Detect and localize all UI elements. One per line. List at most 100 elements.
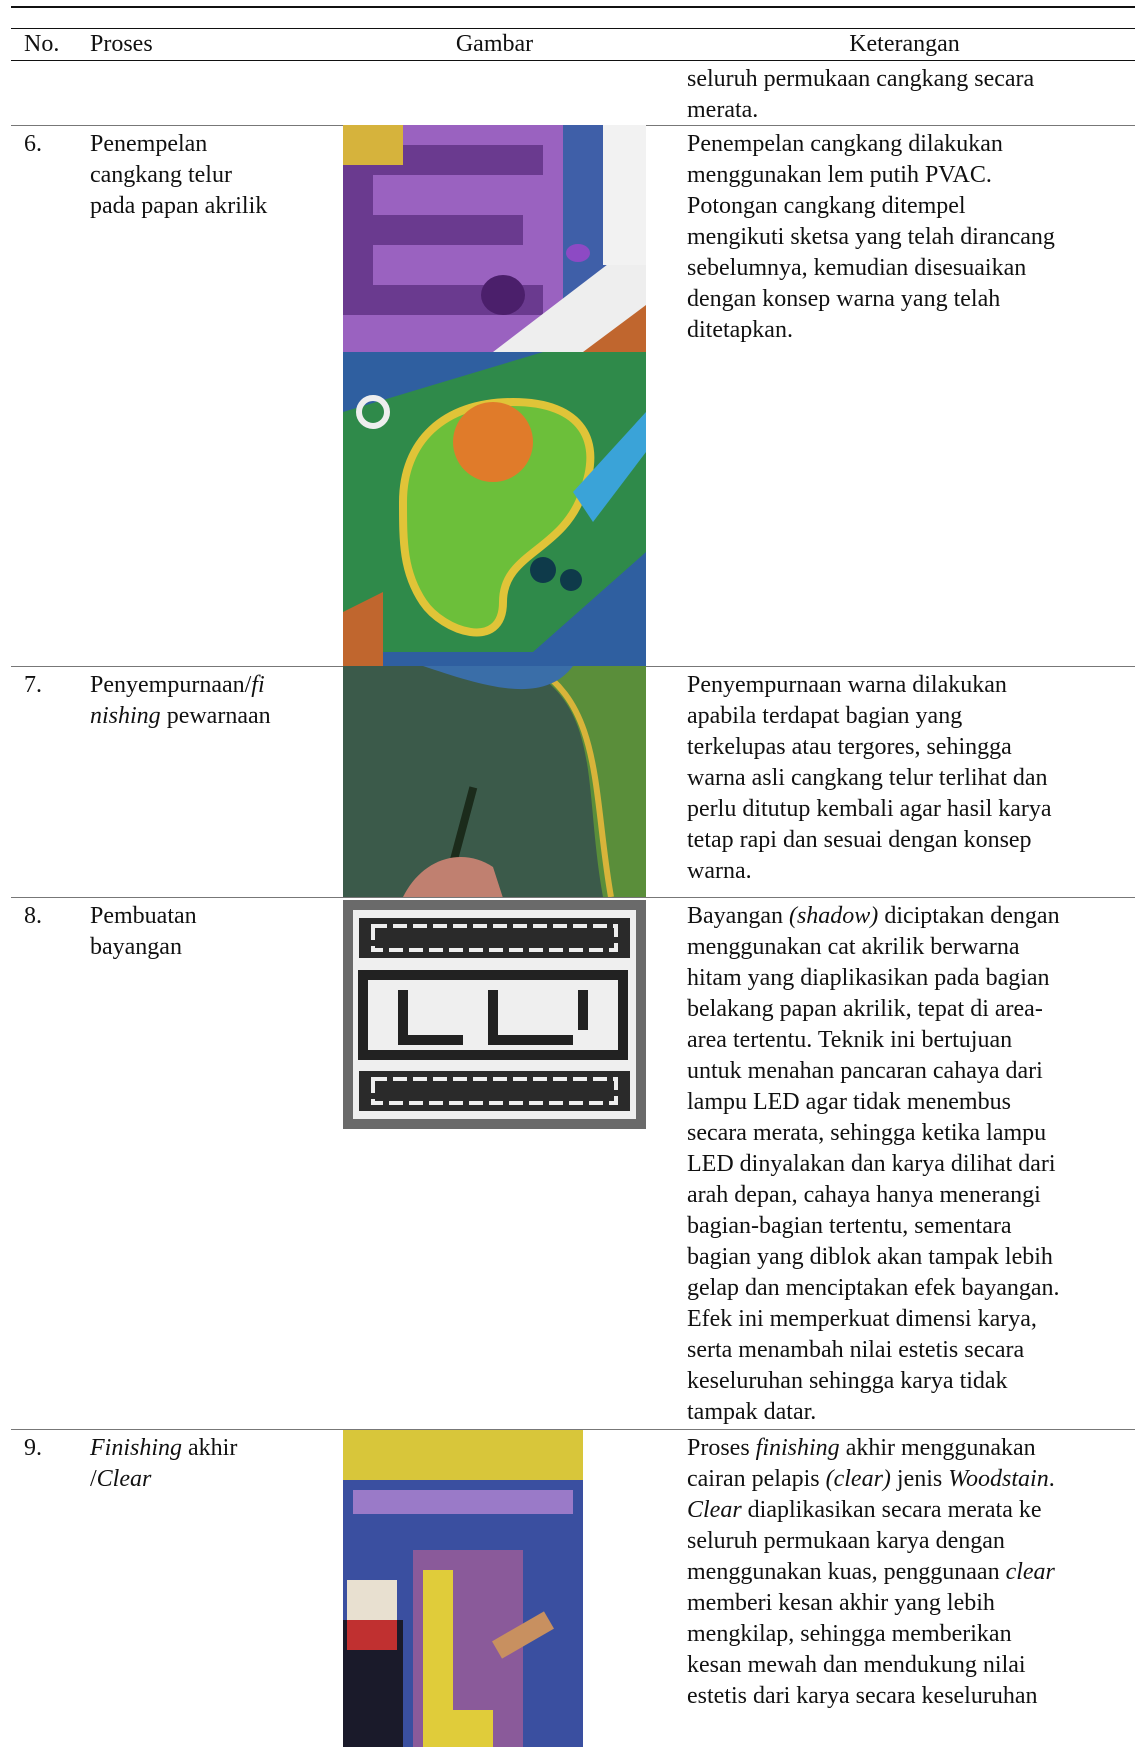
- text-line: seluruh permukaan karya dengan: [687, 1526, 1055, 1557]
- photo: [343, 125, 646, 352]
- italic-run: Clear: [687, 1497, 742, 1523]
- text-line: menggunakan cat akrilik berwarna: [687, 932, 1060, 963]
- text-line: terkelupas atau tergores, sehingga: [687, 732, 1052, 763]
- text-line: Penyempurnaan/fi: [90, 670, 271, 701]
- text-line: Clear diaplikasikan secara merata ke: [687, 1495, 1055, 1526]
- text-run: ditetapkan.: [687, 317, 793, 343]
- text-run: serta menambah nilai estetis secara: [687, 1337, 1025, 1363]
- row-rule: [11, 897, 1135, 898]
- text-run: pada papan akrilik: [90, 193, 268, 219]
- text-line: Potongan cangkang ditempel: [687, 191, 1055, 222]
- text-line: arah depan, cahaya hanya menerangi: [687, 1180, 1060, 1211]
- text-line: Bayangan (shadow) diciptakan dengan: [687, 901, 1060, 932]
- text-line: LED dinyalakan dan karya dilihat dari: [687, 1149, 1060, 1180]
- row-number: 9.: [24, 1435, 42, 1461]
- text-line: gelap dan menciptakan efek bayangan.: [687, 1273, 1060, 1304]
- text-run: merata.: [687, 97, 759, 123]
- italic-run: (clear): [825, 1466, 891, 1492]
- text-line: /Clear: [90, 1464, 237, 1495]
- top-rule: [11, 6, 1135, 8]
- text-run: Potongan cangkang ditempel: [687, 193, 966, 219]
- text-run: menggunakan lem putih PVAC.: [687, 162, 992, 188]
- text-line: estetis dari karya secara keseluruhan: [687, 1681, 1055, 1712]
- text-run: Penyempurnaan/: [90, 672, 252, 698]
- text-line: cairan pelapis (clear) jenis Woodstain.: [687, 1464, 1055, 1495]
- text-line: area tertentu. Teknik ini bertujuan: [687, 1025, 1060, 1056]
- text-run: secara merata, sehingga ketika lampu: [687, 1120, 1047, 1146]
- text-run: area tertentu. Teknik ini bertujuan: [687, 1027, 1013, 1053]
- text-line: Proses finishing akhir menggunakan: [687, 1433, 1055, 1464]
- text-run: bayangan: [90, 934, 182, 960]
- text-run: arah depan, cahaya hanya menerangi: [687, 1182, 1041, 1208]
- text-run: /: [90, 1466, 97, 1492]
- text-run: belakang papan akrilik, tepat di area-: [687, 996, 1043, 1022]
- text-run: akhir menggunakan: [839, 1435, 1036, 1461]
- text-line: untuk menahan pancaran cahaya dari: [687, 1056, 1060, 1087]
- text-line: cangkang telur: [90, 160, 267, 191]
- text-run: warna asli cangkang telur terlihat dan: [687, 765, 1048, 791]
- text-run: seluruh permukaan cangkang secara: [687, 66, 1035, 92]
- row-rule: [11, 1429, 1135, 1430]
- description-cell: Penempelan cangkang dilakukan menggunakan…: [687, 129, 1055, 346]
- text-line: dengan konsep warna yang telah: [687, 284, 1055, 315]
- text-line: memberi kesan akhir yang lebih: [687, 1588, 1055, 1619]
- text-run: estetis dari karya secara keseluruhan: [687, 1683, 1038, 1709]
- text-run: menggunakan kuas, penggunaan: [687, 1559, 1006, 1585]
- italic-run: (shadow): [788, 903, 879, 929]
- process-cell: Penyempurnaan/fi nishing pewarnaan: [90, 670, 271, 732]
- text-run: gelap dan menciptakan efek bayangan.: [687, 1275, 1060, 1301]
- text-line: kesan mewah dan mendukung nilai: [687, 1650, 1055, 1681]
- photo: [343, 352, 646, 666]
- text-run: kesan mewah dan mendukung nilai: [687, 1652, 1026, 1678]
- description-cell: Penyempurnaan warna dilakukan apabila ter…: [687, 670, 1052, 887]
- text-run: tampak datar.: [687, 1399, 817, 1425]
- text-line: warna.: [687, 856, 1052, 887]
- text-run: Bayangan: [687, 903, 789, 929]
- row-number: 6.: [24, 131, 42, 157]
- text-run: cairan pelapis: [687, 1466, 826, 1492]
- text-line: mengkilap, sehingga memberikan: [687, 1619, 1055, 1650]
- header-cell: Keterangan: [849, 31, 960, 57]
- text-line: merata.: [687, 95, 1034, 126]
- text-run: Penempelan: [90, 131, 208, 157]
- text-run: Penempelan cangkang dilakukan: [687, 131, 1003, 157]
- italic-run: Clear: [96, 1466, 152, 1492]
- text-line: menggunakan kuas, penggunaan clear: [687, 1557, 1055, 1588]
- text-line: perlu ditutup kembali agar hasil karya: [687, 794, 1052, 825]
- process-cell: Finishing akhir/Clear: [90, 1433, 237, 1495]
- text-run: terkelupas atau tergores, sehingga: [687, 734, 1012, 760]
- text-run: Pembuatan: [90, 903, 197, 929]
- text-run: dengan konsep warna yang telah: [687, 286, 1001, 312]
- description-cell: Bayangan (shadow) diciptakan dengan mengg…: [687, 901, 1060, 1428]
- text-run: akhir: [182, 1435, 238, 1461]
- photo: [343, 666, 646, 897]
- text-run: LED dinyalakan dan karya dilihat dari: [687, 1151, 1056, 1177]
- text-run: diaplikasikan secara merata ke: [741, 1497, 1042, 1523]
- text-line: warna asli cangkang telur terlihat dan: [687, 763, 1052, 794]
- italic-run: Woodstain: [948, 1466, 1049, 1492]
- text-run: pewarnaan: [160, 703, 271, 729]
- text-line: keseluruhan sehingga karya tidak: [687, 1366, 1060, 1397]
- text-run: .: [1048, 1466, 1055, 1492]
- text-run: perlu ditutup kembali agar hasil karya: [687, 796, 1052, 822]
- text-run: sebelumnya, kemudian disesuaikan: [687, 255, 1027, 281]
- header-rule: [11, 60, 1135, 61]
- text-line: Efek ini memperkuat dimensi karya,: [687, 1304, 1060, 1335]
- text-run: warna.: [687, 858, 752, 884]
- text-run: Proses: [687, 1435, 756, 1461]
- text-run: mengkilap, sehingga memberikan: [687, 1621, 1012, 1647]
- text-run: Efek ini memperkuat dimensi karya,: [687, 1306, 1037, 1332]
- text-run: seluruh permukaan karya dengan: [687, 1528, 1005, 1554]
- text-run: bagian yang diblok akan tampak lebih: [687, 1244, 1053, 1270]
- text-line: Penyempurnaan warna dilakukan: [687, 670, 1052, 701]
- text-run: lampu LED agar tidak menembus: [687, 1089, 1011, 1115]
- italic-run: Finishing: [90, 1435, 183, 1461]
- row-number: 7.: [24, 672, 42, 698]
- text-run: mengikuti sketsa yang telah dirancang: [687, 224, 1055, 250]
- italic-run: nishing: [90, 703, 161, 729]
- text-line: Penempelan cangkang dilakukan: [687, 129, 1055, 160]
- italic-run: fi: [251, 672, 265, 698]
- italic-run: finishing: [755, 1435, 840, 1461]
- text-run: apabila terdapat bagian yang: [687, 703, 963, 729]
